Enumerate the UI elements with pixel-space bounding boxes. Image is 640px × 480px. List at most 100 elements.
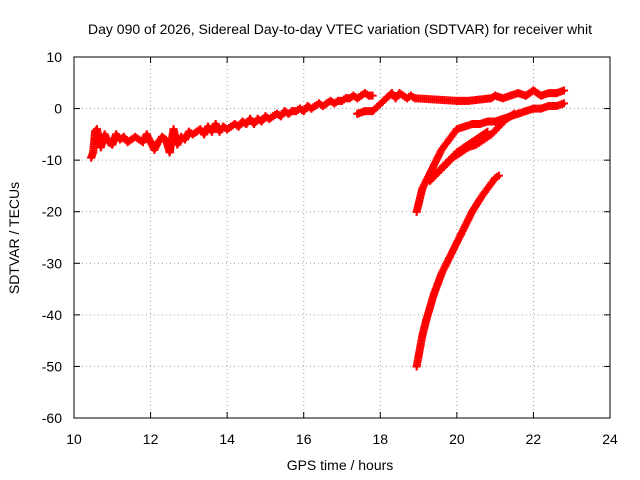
y-tick-label: -30	[42, 255, 62, 271]
data-point	[412, 362, 421, 371]
data-point	[433, 153, 442, 162]
data-point	[456, 230, 465, 239]
data-point	[460, 122, 469, 131]
data-point	[460, 223, 469, 232]
data-point	[529, 86, 538, 95]
data-point	[452, 125, 461, 134]
data-point	[89, 148, 98, 157]
y-tick-label: -50	[42, 358, 62, 374]
data-point	[165, 148, 174, 157]
data-point	[418, 331, 427, 340]
x-axis-label: GPS time / hours	[287, 457, 394, 473]
x-tick-label: 14	[219, 431, 235, 447]
x-tick-label: 18	[372, 431, 388, 447]
data-point	[249, 120, 258, 129]
data-point	[475, 120, 484, 129]
data-point	[464, 215, 473, 224]
data-point	[353, 109, 362, 118]
data-point	[410, 94, 419, 103]
x-tick-label: 16	[296, 431, 312, 447]
data-point	[92, 125, 101, 134]
data-point	[119, 132, 128, 141]
data-point	[416, 341, 425, 350]
data-point	[368, 91, 377, 100]
data-point	[181, 135, 190, 144]
series-main-track	[87, 89, 377, 162]
data-point	[445, 254, 454, 263]
data-point	[138, 138, 147, 147]
data-point	[560, 99, 569, 108]
data-point	[460, 143, 469, 152]
data-point	[108, 140, 117, 149]
y-tick-label: -60	[42, 410, 62, 426]
data-point	[445, 156, 454, 165]
data-point	[491, 117, 500, 126]
data-point	[544, 101, 553, 110]
data-point	[360, 107, 369, 116]
data-point	[472, 201, 480, 210]
y-axis-label: SDTVAR / TECUs	[6, 182, 22, 294]
data-point	[414, 199, 423, 208]
x-tick-label: 22	[526, 431, 542, 447]
x-tick-label: 24	[602, 431, 618, 447]
chart-title: Day 090 of 2026, Sidereal Day-to-day VTE…	[88, 21, 592, 37]
data-point	[154, 138, 163, 147]
data-point	[514, 89, 523, 98]
y-tick-label: -40	[42, 307, 62, 323]
data-point	[433, 279, 442, 288]
data-point	[429, 290, 438, 299]
plot-frame	[73, 56, 611, 419]
data-point	[112, 130, 121, 139]
data-point	[521, 91, 530, 100]
data-point	[544, 89, 553, 98]
y-tick-label: 0	[54, 101, 62, 117]
data-point	[521, 107, 530, 116]
data-point	[215, 127, 224, 136]
x-tick-label: 12	[143, 431, 159, 447]
data-point	[449, 246, 458, 255]
data-point	[150, 145, 159, 154]
series-converging-tracks	[412, 99, 569, 216]
data-point	[426, 303, 435, 312]
data-point	[426, 176, 435, 185]
data-point	[452, 148, 461, 157]
data-point	[537, 104, 546, 113]
data-point	[437, 145, 446, 154]
series-upper-segments	[353, 86, 569, 118]
data-point	[481, 128, 490, 137]
data-point	[475, 195, 484, 204]
data-point	[207, 127, 216, 136]
data-point	[100, 130, 109, 139]
data-point	[437, 163, 446, 172]
axis-ticks	[73, 56, 611, 419]
y-tick-label: -20	[42, 204, 62, 220]
data-point	[445, 135, 454, 144]
data-point	[200, 130, 209, 139]
y-tick-label: 10	[46, 49, 62, 65]
data-point	[502, 114, 511, 123]
data-point	[441, 261, 450, 270]
data-point	[146, 138, 155, 147]
data-point	[468, 138, 477, 147]
data-point	[142, 130, 151, 139]
data-point	[418, 184, 427, 193]
data-point	[464, 96, 473, 105]
data-point	[498, 94, 507, 103]
data-point	[483, 127, 492, 136]
data-point	[552, 101, 561, 110]
data-point	[96, 143, 105, 152]
data-point	[211, 120, 220, 129]
data-point	[437, 269, 446, 278]
data-point	[468, 207, 477, 216]
data-points	[87, 86, 569, 371]
data-point	[483, 117, 492, 126]
data-point	[494, 122, 503, 131]
data-point	[529, 104, 538, 113]
x-tick-label: 10	[66, 431, 82, 447]
data-point	[87, 153, 96, 162]
data-point	[257, 117, 266, 126]
data-point	[468, 120, 477, 129]
data-point	[412, 207, 421, 216]
x-tick-labels: 10 12 14 16 18 20 22 24	[66, 431, 618, 447]
data-point	[429, 161, 438, 170]
